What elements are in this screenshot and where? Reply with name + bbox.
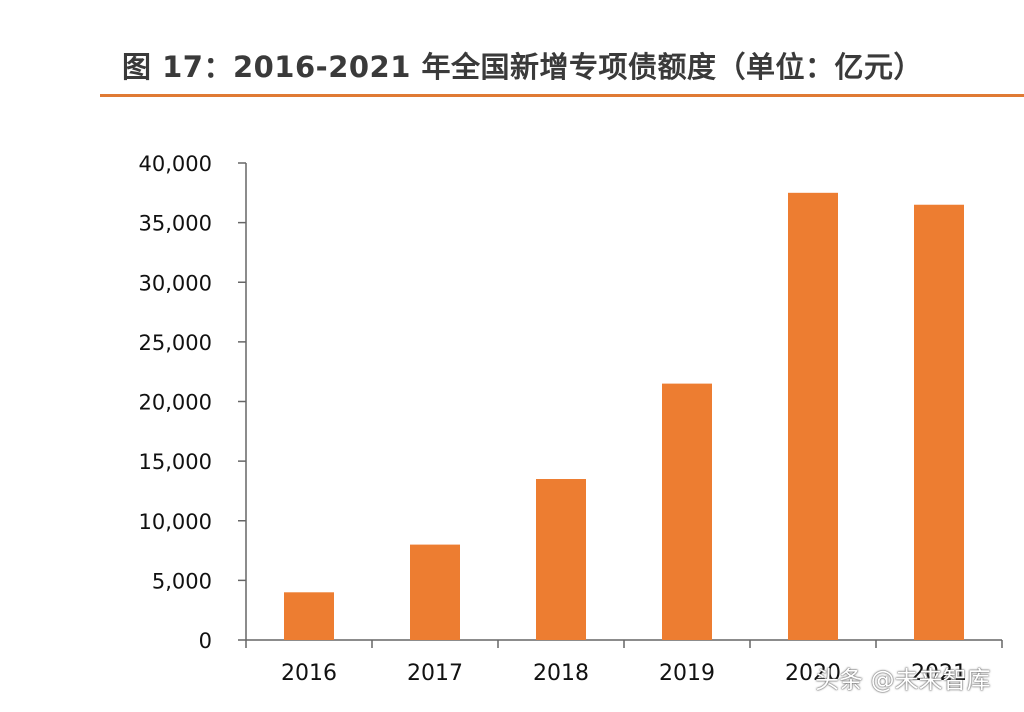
y-tick-label: 15,000 <box>139 450 212 474</box>
bar-2021 <box>914 204 964 641</box>
y-tick-label: 20,000 <box>139 391 212 415</box>
x-tick-label: 2017 <box>407 661 463 686</box>
y-tick-label: 30,000 <box>139 271 212 295</box>
bar-2016 <box>284 592 334 640</box>
y-tick-label: 5,000 <box>152 569 212 593</box>
bar-series <box>284 192 964 641</box>
bar-2019 <box>662 383 712 640</box>
x-tick-label: 2019 <box>659 661 715 686</box>
bar-2018 <box>536 479 586 640</box>
x-tick-label: 2020 <box>785 661 841 686</box>
y-tick-label: 35,000 <box>139 212 212 236</box>
y-axis: 0 5,000 10,000 15,000 20,000 25,000 30,000 35,0… <box>139 152 247 653</box>
title-divider <box>100 94 1024 97</box>
x-tick-label: 2016 <box>281 661 337 686</box>
bar-2017 <box>410 544 460 640</box>
y-tick-label: 0 <box>199 629 212 653</box>
y-tick-label: 25,000 <box>139 331 212 355</box>
x-axis: 2016 2017 2018 2019 2020 2021 <box>245 639 1003 686</box>
chart-title: 图 17：2016-2021 年全国新增专项债额度（单位：亿元） <box>122 50 924 84</box>
watermark: 头条 @未来智库 <box>815 666 991 694</box>
y-tick-label: 10,000 <box>139 510 212 534</box>
x-tick-label: 2021 <box>911 661 967 686</box>
bar-2020 <box>788 192 838 640</box>
x-tick-label: 2018 <box>533 661 589 686</box>
y-tick-label: 40,000 <box>139 152 212 176</box>
